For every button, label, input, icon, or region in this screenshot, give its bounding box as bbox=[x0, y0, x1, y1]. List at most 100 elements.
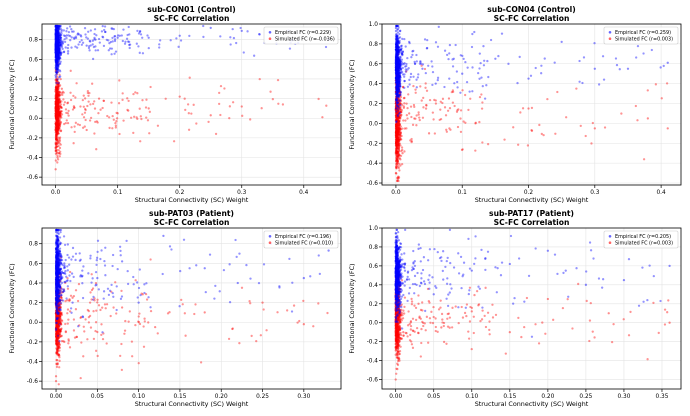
simulated-point bbox=[394, 130, 398, 133]
empirical-point bbox=[55, 44, 58, 47]
simulated-point bbox=[395, 144, 398, 147]
empirical-point bbox=[408, 40, 411, 44]
empirical-point bbox=[443, 85, 446, 89]
simulated-point bbox=[399, 144, 402, 147]
simulated-point bbox=[456, 109, 459, 112]
empirical-point bbox=[55, 41, 59, 45]
points-layer bbox=[54, 228, 330, 386]
simulated-point bbox=[55, 102, 58, 106]
simulated-point bbox=[396, 90, 399, 94]
simulated-point bbox=[399, 114, 402, 117]
y-tick-label: -0.4 bbox=[27, 156, 39, 162]
empirical-point bbox=[55, 81, 58, 85]
empirical-point bbox=[57, 35, 60, 38]
empirical-point bbox=[103, 28, 106, 32]
simulated-point bbox=[395, 87, 399, 90]
simulated-point bbox=[58, 124, 61, 127]
simulated-point bbox=[397, 122, 400, 125]
empirical-point bbox=[56, 44, 59, 48]
simulated-point bbox=[55, 116, 59, 119]
empirical-point bbox=[132, 283, 135, 286]
simulated-point bbox=[403, 96, 406, 100]
simulated-point bbox=[74, 308, 78, 311]
empirical-point bbox=[54, 51, 58, 55]
empirical-point bbox=[55, 41, 58, 44]
empirical-point bbox=[394, 43, 398, 46]
simulated-point bbox=[540, 132, 543, 136]
simulated-point bbox=[70, 126, 73, 129]
empirical-point bbox=[54, 48, 58, 51]
empirical-point bbox=[54, 258, 58, 262]
simulated-point bbox=[55, 133, 58, 137]
empirical-point bbox=[54, 45, 58, 49]
y-tick-label: 0.2 bbox=[29, 301, 39, 307]
simulated-point bbox=[394, 106, 398, 110]
simulated-point bbox=[395, 125, 398, 128]
simulated-point bbox=[55, 86, 58, 89]
empirical-point bbox=[55, 55, 58, 58]
simulated-point bbox=[395, 134, 398, 138]
simulated-point bbox=[58, 117, 61, 120]
simulated-point bbox=[57, 114, 60, 117]
empirical-point bbox=[57, 50, 61, 53]
empirical-point bbox=[395, 46, 399, 49]
simulated-point bbox=[397, 143, 400, 146]
empirical-point bbox=[57, 32, 61, 36]
simulated-point bbox=[394, 66, 398, 69]
empirical-point bbox=[128, 40, 131, 43]
simulated-point bbox=[397, 128, 400, 131]
simulated-point bbox=[54, 124, 58, 127]
simulated-point bbox=[530, 106, 534, 110]
simulated-point bbox=[58, 122, 62, 126]
empirical-point bbox=[395, 67, 398, 70]
simulated-point bbox=[55, 95, 58, 98]
empirical-point bbox=[188, 34, 191, 37]
empirical-point bbox=[459, 54, 462, 57]
simulated-point bbox=[281, 103, 285, 106]
empirical-point bbox=[56, 51, 59, 55]
simulated-point bbox=[97, 304, 101, 307]
simulated-point bbox=[55, 118, 58, 121]
empirical-point bbox=[56, 55, 60, 58]
simulated-point bbox=[55, 110, 59, 113]
simulated-point bbox=[56, 95, 59, 98]
simulated-point bbox=[56, 120, 59, 123]
empirical-point bbox=[59, 39, 62, 43]
empirical-point bbox=[396, 51, 399, 55]
empirical-point bbox=[94, 270, 98, 274]
simulated-point bbox=[58, 119, 61, 122]
simulated-point bbox=[223, 87, 226, 90]
simulated-point bbox=[55, 130, 58, 133]
empirical-point bbox=[408, 78, 411, 81]
empirical-point bbox=[58, 34, 62, 37]
x-tick-label: 0.3 bbox=[237, 190, 247, 196]
empirical-point bbox=[56, 42, 60, 46]
simulated-point bbox=[54, 105, 57, 108]
simulated-point bbox=[433, 132, 436, 135]
empirical-point bbox=[59, 51, 62, 54]
empirical-point bbox=[56, 61, 59, 65]
simulated-point bbox=[395, 137, 398, 140]
simulated-point bbox=[56, 109, 60, 112]
empirical-point bbox=[417, 73, 420, 76]
empirical-point bbox=[54, 46, 57, 49]
empirical-point bbox=[59, 62, 62, 66]
simulated-point bbox=[397, 125, 401, 128]
empirical-point bbox=[55, 47, 58, 50]
empirical-point bbox=[395, 60, 398, 63]
simulated-point bbox=[398, 127, 401, 130]
empirical-point bbox=[55, 33, 59, 36]
simulated-point bbox=[396, 160, 399, 164]
simulated-point bbox=[58, 85, 61, 88]
empirical-point bbox=[128, 43, 132, 46]
empirical-point bbox=[396, 39, 400, 43]
simulated-point bbox=[67, 109, 70, 113]
simulated-point bbox=[395, 114, 398, 118]
empirical-point bbox=[394, 62, 398, 65]
empirical-point bbox=[396, 72, 399, 75]
empirical-point bbox=[54, 43, 57, 46]
empirical-point bbox=[445, 53, 449, 57]
simulated-point bbox=[396, 109, 399, 112]
empirical-point bbox=[56, 50, 60, 53]
simulated-point bbox=[398, 139, 401, 142]
